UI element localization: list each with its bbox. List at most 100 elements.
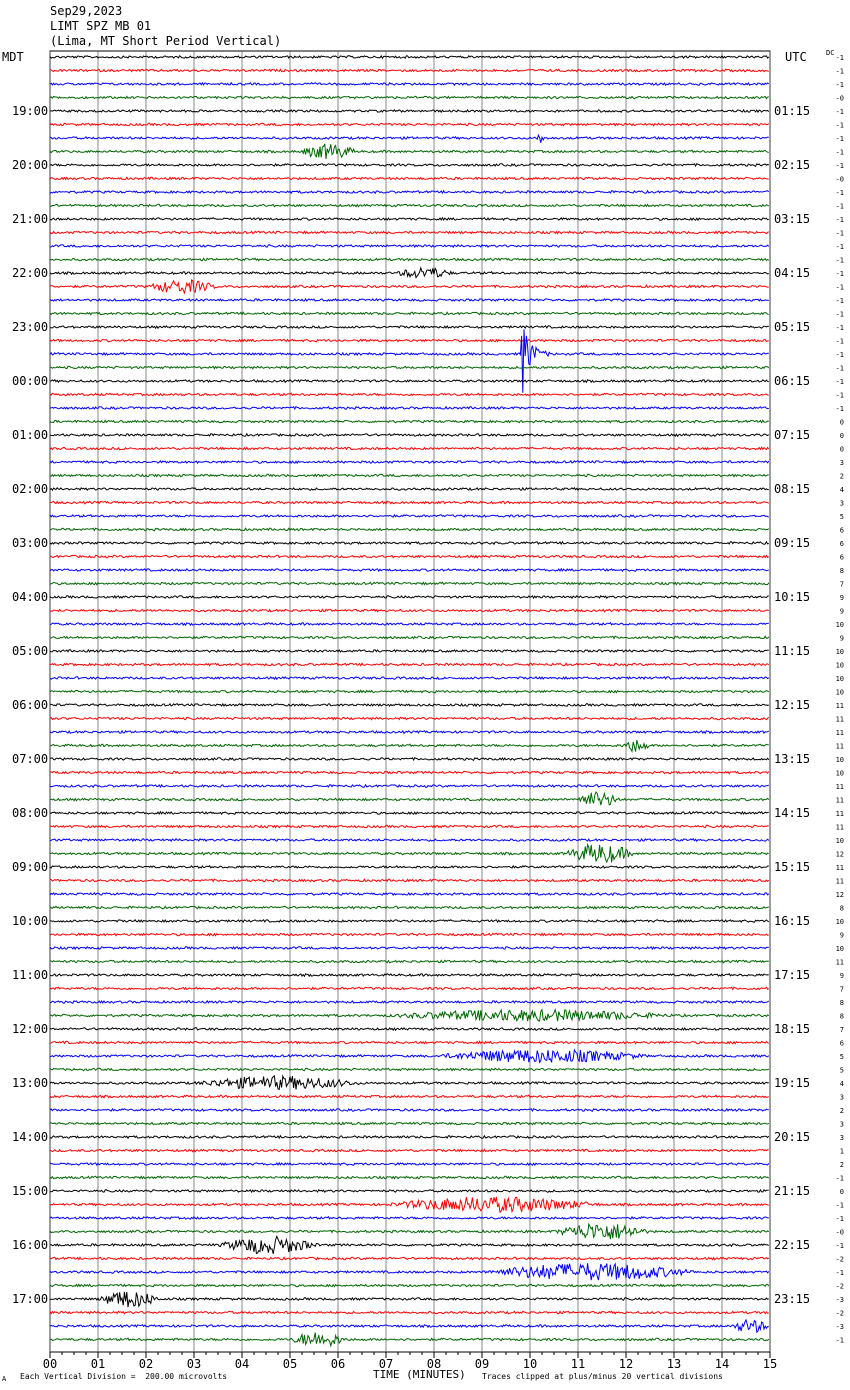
dc-offset-label: -1: [836, 378, 844, 386]
right-hour-label: 17:15: [774, 968, 810, 982]
x-tick-label: 08: [427, 1357, 441, 1371]
dc-offset-label: -1: [836, 257, 844, 265]
seismic-trace: [49, 676, 770, 681]
dc-offset-label: 10: [836, 945, 844, 953]
seismic-trace: [49, 459, 770, 465]
seismic-trace: [49, 791, 770, 806]
right-hour-label: 08:15: [774, 482, 810, 496]
date-label: Sep29,2023: [50, 4, 123, 18]
seismic-trace: [49, 486, 769, 492]
dc-offset-label: 11: [836, 959, 844, 967]
dc-offset-label: -1: [836, 311, 844, 319]
left-hour-label: 22:00: [12, 266, 48, 280]
dc-offset-label: 4: [840, 486, 844, 494]
trace-group: [49, 54, 770, 1348]
right-hour-label: 15:15: [774, 860, 810, 874]
x-tick-label: 12: [619, 1357, 633, 1371]
left-hour-label: 23:00: [12, 320, 48, 334]
seismic-trace: [49, 837, 770, 843]
seismic-trace: [49, 621, 769, 627]
dc-offset-label: -1: [836, 365, 844, 373]
dc-offset-label: 10: [836, 675, 844, 683]
seismic-trace: [49, 1007, 770, 1022]
dc-offset-label: -1: [836, 149, 844, 157]
x-tick-label: 14: [715, 1357, 729, 1371]
seismic-trace: [49, 716, 770, 721]
left-hour-label: 06:00: [12, 698, 48, 712]
seismic-trace: [49, 594, 769, 600]
dc-offset-label: 9: [840, 635, 844, 643]
left-hour-label: 05:00: [12, 644, 48, 658]
right-hour-label: 06:15: [774, 374, 810, 388]
dc-offset-label: -1: [836, 1175, 844, 1183]
dc-offset-label: 3: [840, 1094, 844, 1102]
seismic-trace: [49, 842, 769, 864]
seismic-trace: [49, 329, 769, 393]
seismic-trace: [49, 279, 769, 295]
seismic-trace: [49, 999, 770, 1004]
seismic-trace: [49, 689, 770, 694]
seismic-trace: [49, 133, 769, 143]
seismic-trace: [49, 1318, 769, 1334]
plot-header: Sep29,2023 LIMT SPZ MB 01 (Lima, MT Shor…: [50, 4, 281, 49]
left-hour-label: 21:00: [12, 212, 48, 226]
x-tick-label: 11: [571, 1357, 585, 1371]
seismic-trace: [49, 581, 770, 586]
seismic-trace: [49, 68, 769, 73]
vertical-division-note: Each Vertical Division = 200.00 microvol…: [20, 1372, 228, 1381]
right-hour-label: 04:15: [774, 266, 810, 280]
seismic-trace: [49, 1188, 769, 1194]
dc-offset-label: 3: [840, 500, 844, 508]
location-label: (Lima, MT Short Period Vertical): [50, 34, 282, 48]
right-hour-label: 12:15: [774, 698, 810, 712]
dc-offset-label: -1: [836, 1215, 844, 1223]
right-hour-label: 05:15: [774, 320, 810, 334]
x-tick-label: 00: [43, 1357, 57, 1371]
seismic-trace: [49, 729, 770, 735]
x-tick-label: 13: [667, 1357, 681, 1371]
dc-offset-label: -1: [836, 203, 844, 211]
dc-offset-label: 10: [836, 756, 844, 764]
seismic-trace: [49, 918, 770, 924]
seismic-trace: [49, 392, 769, 397]
seismic-trace: [49, 378, 769, 384]
seismic-trace: [49, 540, 769, 546]
seismic-trace: [49, 405, 769, 411]
dc-offset-label: 10: [836, 837, 844, 845]
seismic-trace: [49, 905, 770, 910]
right-hour-label: 20:15: [774, 1130, 810, 1144]
seismic-trace: [49, 1283, 770, 1288]
dc-offset-label: 10: [836, 689, 844, 697]
dc-offset-label: -1: [836, 270, 844, 278]
seismic-trace: [50, 554, 770, 559]
left-hour-label: 02:00: [12, 482, 48, 496]
seismic-trace: [49, 1074, 769, 1091]
dc-offset-label: 11: [836, 810, 844, 818]
right-hour-label: 16:15: [774, 914, 810, 928]
left-hour-label: 08:00: [12, 806, 48, 820]
dc-offset-label: 2: [840, 1107, 844, 1115]
dc-offset-label: -2: [836, 1310, 844, 1318]
dc-offset-label: -1: [836, 392, 844, 400]
dc-offset-label: 2: [840, 473, 844, 481]
seismic-trace: [49, 1148, 769, 1153]
dc-offset-label: 6: [840, 527, 844, 535]
seismic-trace: [49, 1161, 770, 1167]
seismic-trace: [49, 266, 769, 279]
dc-offset-label: 10: [836, 662, 844, 670]
dc-offset-label: 0: [840, 446, 844, 454]
dc-offset-label: 11: [836, 864, 844, 872]
station-label: LIMT SPZ MB 01: [50, 19, 152, 33]
seismic-trace: [49, 432, 770, 438]
seismic-trace: [49, 635, 770, 640]
right-hour-label: 09:15: [774, 536, 810, 550]
dc-offset-label: 10: [836, 648, 844, 656]
seismic-trace: [49, 662, 770, 667]
dc-offset-label: 0: [840, 1188, 844, 1196]
seismic-trace: [49, 162, 770, 168]
dc-offset-label: 6: [840, 1040, 844, 1048]
seismic-trace: [49, 230, 769, 235]
seismic-trace: [49, 932, 769, 937]
dc-offset-label: 7: [840, 1026, 844, 1034]
